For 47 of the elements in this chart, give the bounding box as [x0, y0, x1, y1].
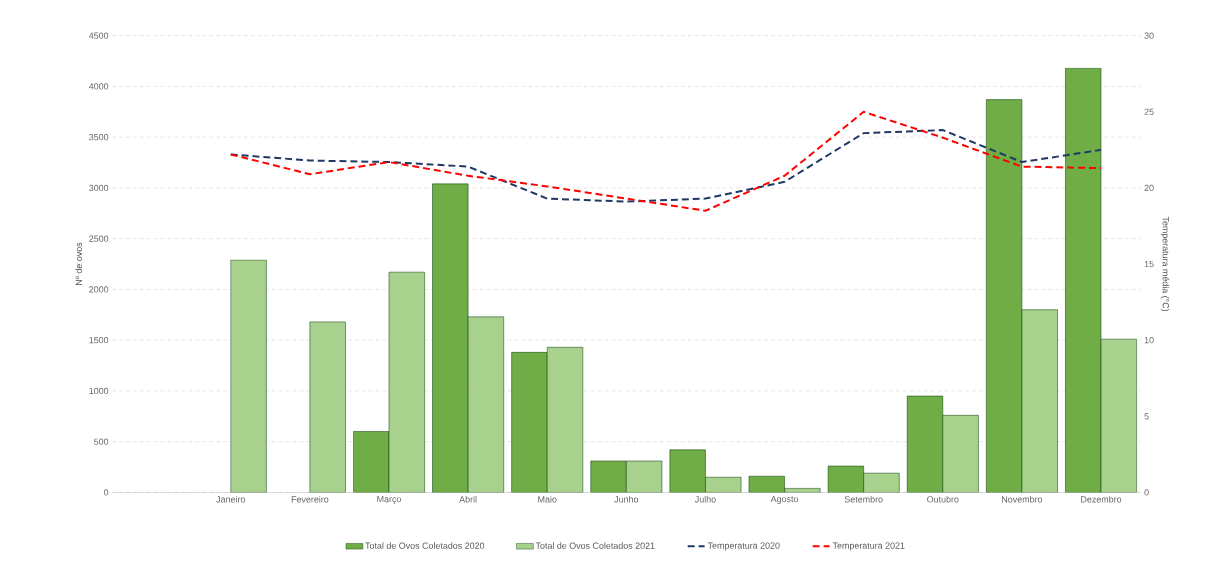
- bar: [1021, 309, 1058, 493]
- y-tick-label: 0: [103, 489, 109, 496]
- y-tick-label: 4000: [88, 83, 109, 90]
- bar: [546, 347, 584, 493]
- bar: [230, 259, 267, 493]
- line-series: [229, 110, 1103, 212]
- x-tick-label: Julho: [694, 496, 716, 503]
- y2-tick-label: 20: [1144, 184, 1154, 192]
- bar: [863, 473, 900, 493]
- y2-tick-label: 5: [1144, 413, 1149, 420]
- y-tick-label: 3000: [89, 184, 109, 192]
- bar: [942, 415, 979, 493]
- bar: [388, 272, 425, 493]
- y2-tick-label: 0: [1144, 489, 1149, 496]
- x-tick-label: Agosto: [770, 496, 799, 505]
- x-tick-label: Junho: [614, 496, 639, 503]
- bar: [1100, 339, 1137, 493]
- y-tick-label: 2500: [89, 235, 109, 242]
- y2-axis-title: Temperatura média (°C): [1160, 216, 1170, 312]
- y-tick-label: 3500: [89, 134, 109, 141]
- x-tick-label: Novembro: [1002, 496, 1043, 503]
- y-tick-label: 500: [94, 438, 109, 445]
- x-tick-label: Dezembro: [1081, 496, 1122, 503]
- legend-label: Total de Ovos Coletados 2021: [535, 542, 655, 549]
- y2-tick-label: 30: [1144, 32, 1154, 39]
- x-tick-label: Janeiro: [216, 496, 246, 503]
- y2-tick-label: 25: [1144, 108, 1154, 116]
- x-tick-label: Maio: [538, 496, 557, 503]
- bar: [626, 460, 663, 493]
- y-tick-label: 1500: [89, 337, 109, 344]
- y-axis-title: Nº de ovos: [75, 242, 82, 286]
- x-tick-label: Outubro: [927, 496, 959, 503]
- legend-label: Total de Ovos Coletados 2020: [365, 542, 485, 549]
- bar: [309, 321, 346, 493]
- y2-tick-label: 10: [1144, 337, 1154, 344]
- line-series: [229, 129, 1103, 203]
- y-tick-label: 1000: [89, 387, 109, 395]
- legend-label: Temperatura 2021: [832, 542, 905, 551]
- x-tick-label: Fevereiro: [291, 496, 329, 503]
- y-tick-label: 2000: [89, 286, 109, 293]
- x-tick-label: Março: [377, 496, 402, 505]
- y2-tick-label: 15: [1144, 261, 1154, 268]
- bar: [467, 316, 504, 493]
- y-tick-label: 4500: [88, 32, 109, 39]
- legend-label: Temperatura 2020: [707, 542, 780, 551]
- x-tick-label: Abril: [459, 496, 477, 503]
- x-tick-label: Setembro: [844, 496, 883, 503]
